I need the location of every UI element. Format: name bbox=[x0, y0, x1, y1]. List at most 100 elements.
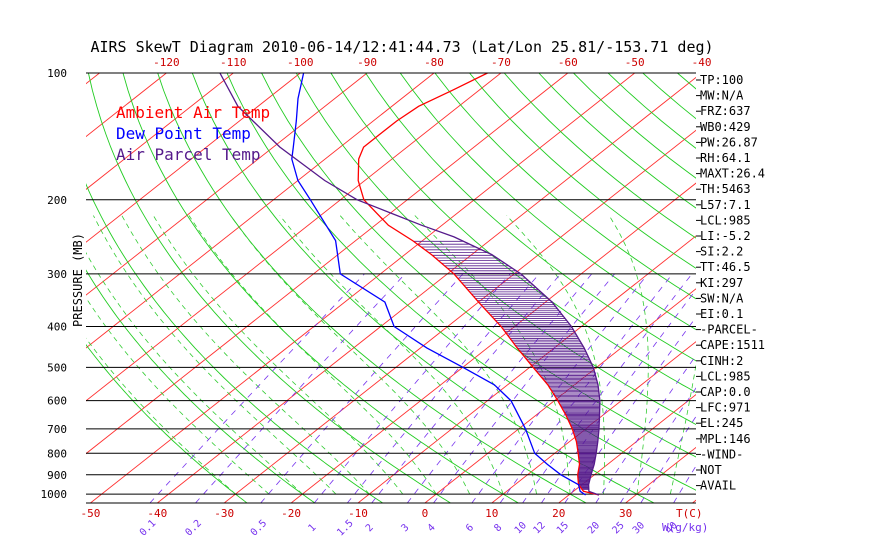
dry-adiabat-line bbox=[191, 73, 655, 503]
index-entry: L57:7.1 bbox=[700, 198, 751, 212]
index-entry: AVAIL bbox=[700, 479, 736, 493]
index-entry: MAXT:26.4 bbox=[700, 167, 765, 181]
moist-adiabat-line bbox=[670, 362, 696, 495]
bottom-temperature-label: 20 bbox=[552, 507, 565, 520]
isotherm-lines bbox=[86, 73, 696, 503]
top-temperature-label: -120 bbox=[153, 56, 180, 69]
dry-adiabat-line bbox=[226, 73, 696, 491]
dry-adiabat-line bbox=[434, 73, 696, 300]
top-temperature-label: -50 bbox=[625, 56, 645, 69]
plot-area bbox=[86, 73, 696, 503]
cape-hatching bbox=[413, 240, 600, 490]
index-entry: NOT bbox=[700, 463, 722, 477]
dry-adiabat-line bbox=[469, 73, 696, 269]
isotherm-line bbox=[558, 393, 696, 503]
dry-adiabat-line bbox=[87, 73, 451, 503]
pressure-tick-label: 300 bbox=[47, 268, 67, 281]
ambient-air-temp-line bbox=[357, 73, 600, 496]
mixing-ratio-line bbox=[433, 273, 615, 503]
mixing-ratio-line bbox=[499, 273, 673, 503]
mixing-ratio-line bbox=[406, 273, 593, 503]
top-temperature-label: -100 bbox=[287, 56, 314, 69]
isotherm-line bbox=[86, 73, 234, 190]
index-entry: LI:-5.2 bbox=[700, 229, 751, 243]
mixing-ratio-line bbox=[346, 273, 540, 503]
mixing-ratio-line bbox=[260, 273, 464, 503]
index-entry: TH:5463 bbox=[700, 182, 751, 196]
index-entry: KI:297 bbox=[700, 276, 743, 290]
index-entry: LFC:971 bbox=[700, 401, 751, 415]
pressure-tick-label: 600 bbox=[47, 395, 67, 408]
pressure-tick-label: 200 bbox=[47, 194, 67, 207]
mixing-ratio-line bbox=[640, 415, 696, 503]
dry-adiabat-line bbox=[157, 73, 587, 503]
mixing-ratio-line bbox=[371, 273, 561, 503]
index-entry: TP:100 bbox=[700, 73, 743, 87]
mixing-ratio-unit-label: W(g/kg) bbox=[662, 521, 708, 534]
x-axis-label-temperature: T(C) bbox=[676, 507, 703, 520]
moist-adiabat-line bbox=[86, 251, 303, 495]
index-entry: RH:64.1 bbox=[700, 151, 751, 165]
moist-adiabat-line bbox=[188, 215, 437, 495]
isotherm-line bbox=[86, 73, 368, 296]
index-entry: TT:46.5 bbox=[700, 260, 751, 274]
bottom-temperature-label: -40 bbox=[147, 507, 167, 520]
y-axis-label: PRESSURE (MB) bbox=[71, 233, 85, 327]
top-temperature-label: -90 bbox=[357, 56, 377, 69]
bottom-temperature-label: -20 bbox=[281, 507, 301, 520]
mixing-ratio-line bbox=[619, 387, 696, 503]
top-temperature-label: -70 bbox=[491, 56, 511, 69]
index-entry: SW:N/A bbox=[700, 291, 744, 305]
mixing-ratio-line bbox=[313, 273, 511, 503]
isotherm-line bbox=[157, 76, 696, 503]
top-temperature-label: -40 bbox=[692, 56, 712, 69]
sounding-series bbox=[219, 73, 601, 496]
dry-adiabat-line bbox=[86, 269, 316, 503]
index-entry: CINH:2 bbox=[700, 354, 743, 368]
index-entry: EI:0.1 bbox=[700, 307, 743, 321]
isotherm-line bbox=[86, 73, 435, 349]
pressure-tick-label: 700 bbox=[47, 423, 67, 436]
mixing-ratio-line bbox=[195, 273, 406, 503]
pressure-tick-label: 1000 bbox=[41, 488, 68, 501]
index-entry: -WIND- bbox=[700, 447, 743, 461]
moist-adiabat-line bbox=[279, 215, 504, 495]
bottom-temperature-label: 30 bbox=[619, 507, 632, 520]
index-entry: MPL:146 bbox=[700, 432, 751, 446]
legend-air-parcel-temp: Air Parcel Temp bbox=[116, 145, 261, 164]
moist-adiabat-line bbox=[121, 215, 370, 495]
bottom-temperature-label: -10 bbox=[348, 507, 368, 520]
pressure-tick-label: 500 bbox=[47, 361, 67, 374]
moist-adiabat-lines bbox=[86, 215, 696, 495]
pressure-tick-label: 100 bbox=[47, 67, 67, 80]
index-entry: CAP:0.0 bbox=[700, 385, 751, 399]
mixing-ratio-line bbox=[673, 465, 696, 503]
pressure-tick-labels: 100 200 300 400 500 600 700 800 900 1000 bbox=[41, 67, 68, 501]
bottom-temperature-label: 10 bbox=[485, 507, 498, 520]
moist-adiabat-line bbox=[339, 215, 537, 495]
moist-adiabat-line bbox=[86, 337, 236, 495]
bottom-temperature-labels: -50 -40 -30 -20 -10 0 10 20 30 bbox=[80, 507, 632, 520]
index-entry: PW:26.87 bbox=[700, 135, 758, 149]
air-parcel-temp-line bbox=[219, 73, 601, 496]
bottom-temperature-label: 0 bbox=[422, 507, 429, 520]
dry-adiabat-line bbox=[365, 73, 696, 362]
index-entry: EL:245 bbox=[700, 416, 743, 430]
moist-adiabat-line bbox=[506, 215, 605, 495]
dry-adiabat-line bbox=[399, 73, 696, 331]
dry-adiabat-line bbox=[86, 343, 248, 503]
mixing-ratio-line bbox=[595, 354, 696, 503]
pressure-tick-label: 900 bbox=[47, 469, 67, 482]
index-entry: LCL:985 bbox=[700, 369, 751, 383]
index-entry: -PARCEL- bbox=[700, 323, 758, 337]
top-temperature-label: -110 bbox=[220, 56, 247, 69]
moist-adiabat-line bbox=[93, 215, 337, 495]
isotherm-line bbox=[223, 129, 696, 503]
bottom-temperature-label: -30 bbox=[214, 507, 234, 520]
dry-adiabat-line bbox=[295, 73, 696, 425]
legend-dew-point-temp: Dew Point Temp bbox=[116, 124, 251, 143]
index-entry: MW:N/A bbox=[700, 89, 744, 103]
pressure-tick-label: 400 bbox=[47, 321, 67, 334]
